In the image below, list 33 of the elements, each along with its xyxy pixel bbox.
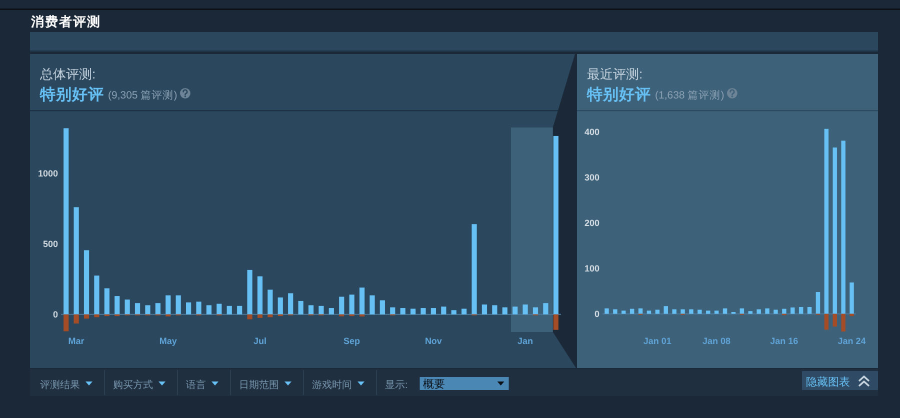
title: 消费者评测 [31, 14, 101, 29]
select-value: 概要 [422, 378, 445, 390]
dropdown-label: 评测结果 [40, 380, 80, 391]
title: 最近评测: [587, 66, 643, 82]
y-tick-label: 500 [42, 239, 58, 250]
y-tick-label: 200 [584, 218, 600, 228]
x-tick-label: Jan [518, 336, 534, 346]
x-tick-label: Jan 08 [702, 336, 731, 346]
subtitle: 特别好评 [587, 86, 651, 104]
x-tick-label: Nov [424, 336, 442, 346]
dropdown-label: 游戏时间 [312, 380, 352, 391]
x-tick-label: Jul [253, 336, 266, 346]
button-label: 隐藏图表 [806, 376, 850, 388]
x-tick-label: Mar [68, 336, 84, 346]
x-tick-label: Jan 16 [770, 336, 798, 346]
y-tick-label: 100 [584, 264, 600, 274]
y-tick-label: 300 [584, 172, 600, 183]
x-tick-label: Jan 24 [838, 336, 866, 346]
x-tick-label: Jan 01 [643, 336, 672, 346]
y-tick-label: 0 [594, 309, 600, 320]
x-tick-label: May [159, 336, 177, 346]
title: 总体评测: [40, 66, 96, 82]
y-tick-label: 0 [52, 310, 58, 320]
label: 显示: [385, 380, 408, 391]
dropdown-label: 购买方式 [113, 380, 153, 391]
dropdown-label: 日期范围 [239, 380, 279, 391]
annotation: (9,305 篇评测) [108, 90, 178, 102]
y-tick-label: 1000 [38, 168, 58, 179]
dropdown-label: 语言 [186, 380, 206, 391]
subtitle: 特别好评 [40, 86, 104, 104]
annotation: (1,638 篇评测) [655, 90, 724, 102]
x-tick-label: Sep [344, 336, 360, 346]
y-tick-label: 400 [584, 127, 600, 138]
